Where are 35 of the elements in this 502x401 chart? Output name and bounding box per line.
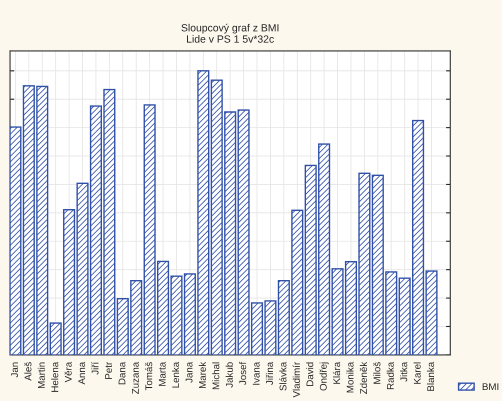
x-tick-label: David	[306, 362, 314, 386]
x-tick-label: Ivana	[252, 362, 260, 385]
chart-subtitle: Lide v PS 1 5v*32c	[187, 35, 274, 43]
x-tick-label: Monika	[346, 362, 354, 392]
x-tick-label: Dana	[118, 362, 126, 384]
x-tick-label: Jiří	[91, 362, 99, 375]
x-tick-label: Aleš	[24, 362, 32, 381]
x-tick-label: Helena	[51, 362, 58, 392]
chart-title: Sloupcový graf z BMI	[181, 24, 278, 34]
x-tick-label: Slávka	[279, 362, 286, 391]
x-tick-label: Blanka	[426, 362, 434, 391]
x-tick-label: Jiřina	[266, 362, 274, 385]
x-tick-label: Zuzana	[132, 362, 139, 394]
x-tick-label: Tomáš	[144, 362, 152, 390]
x-tick-label: Vladimír	[292, 362, 300, 398]
x-tick-label: Zdeněk	[360, 362, 367, 394]
x-tick-label: Miloš	[373, 362, 380, 384]
x-tick-label: Marta	[158, 362, 166, 386]
x-tick-label: Věra	[64, 362, 72, 382]
x-tick-label: Ondřej	[320, 362, 329, 391]
x-tick-label: Jakub	[226, 362, 233, 388]
x-tick-label: Jana	[186, 362, 193, 383]
x-tick-label: Karel	[414, 362, 421, 384]
x-tick-label: Petr	[105, 362, 112, 379]
x-tick-label: Anna	[78, 362, 86, 385]
x-tick-label: Josef	[239, 362, 246, 385]
legend-label: BMI	[482, 383, 498, 390]
x-tick-label: Lenka	[172, 362, 180, 388]
x-tick-label: Martin	[38, 362, 45, 388]
x-tick-label: Klára	[332, 362, 340, 384]
x-tick-label: Jan	[11, 362, 18, 378]
x-tick-label: Marek	[198, 362, 206, 388]
x-tick-label: Jitka	[400, 362, 408, 382]
x-tick-label: Michal	[212, 362, 220, 390]
x-tick-label: Radka	[386, 362, 394, 390]
